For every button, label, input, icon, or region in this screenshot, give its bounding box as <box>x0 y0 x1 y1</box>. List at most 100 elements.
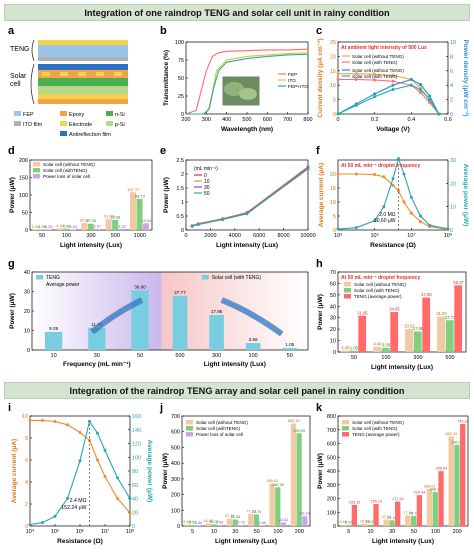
y-tick-label: 0 <box>25 524 28 530</box>
data-point <box>116 497 119 500</box>
chart-d-bars: Light intensity (Lux) Power (μW) 0 50 100 150… <box>9 158 153 249</box>
y-axis-label: Power (μW) <box>317 453 324 489</box>
bar-value-label: 9.49 <box>339 520 346 524</box>
chart-c-jv: Voltage (V) Current density (μA cm⁻²) Powe… <box>317 38 469 133</box>
data-point <box>78 459 82 463</box>
bar-value-label: 3.56 <box>249 337 258 342</box>
data-point <box>66 423 69 427</box>
legend-label: Solar cell (without TENG) <box>196 420 248 425</box>
bar-value-label: 47.65 <box>421 292 432 297</box>
x-tick-label: 10⁹ <box>444 232 452 239</box>
x-tick-label: 100 <box>273 529 282 535</box>
plot-frame <box>181 415 311 527</box>
x-tick-label: 10⁵ <box>370 232 378 239</box>
trend-arrow-down <box>220 297 284 337</box>
bar-value-label: 269.01 <box>266 479 278 483</box>
y-tick-label: 0 <box>333 350 336 356</box>
legend-swatch <box>36 275 43 280</box>
bar <box>88 327 106 350</box>
chart-i-resistance: Resistance (Ω) Average current (μA) Averag… <box>11 414 153 545</box>
x-tick-label: 200 <box>295 529 304 535</box>
legend-label: Solar cell (with TENG) <box>354 288 400 293</box>
y-tick-label: 6 <box>25 458 28 464</box>
bar <box>373 346 382 352</box>
y-axis-label: Power (μW) <box>9 293 16 329</box>
bar <box>302 516 308 526</box>
data-point <box>419 82 422 86</box>
y-tick-label: 1.5 <box>176 186 184 192</box>
series-line <box>337 84 440 115</box>
x-tick-label: 4000 <box>229 233 241 239</box>
legend-swatch <box>342 420 349 425</box>
data-point <box>196 222 200 226</box>
legend-swatch <box>344 282 351 287</box>
annotation: 152.24 μW <box>61 505 86 511</box>
y-tick-label: 0 <box>181 228 184 234</box>
x-tick-label: 700 <box>283 117 292 123</box>
y-tick-label: 140 <box>132 428 141 434</box>
y-tick-label: 2 <box>450 98 453 104</box>
y-tick-label: 50 <box>22 211 28 217</box>
series-line <box>338 78 440 115</box>
y-tick-label: 0 <box>450 228 453 234</box>
solar-brace <box>30 63 35 105</box>
legend-label: TENG (average power) <box>354 294 402 299</box>
series-line <box>191 167 309 227</box>
x-tick-label: 100 <box>381 355 390 361</box>
bar <box>87 223 94 230</box>
bar <box>81 222 88 230</box>
x-axis-label: Resistance (Ω) <box>370 242 416 249</box>
bar <box>63 228 70 230</box>
y-tick-label: 0 <box>181 112 184 118</box>
legend-swatch <box>33 162 40 167</box>
y-tick-label: 50 <box>178 76 184 82</box>
bar <box>290 423 297 526</box>
x-tick-label: 300 <box>413 355 422 361</box>
legend-swatch <box>33 174 40 179</box>
x-tick-label: 50 <box>39 233 45 239</box>
grid-electrode <box>114 72 122 76</box>
x-axis-label: Frequency (mL min⁻¹) <box>63 361 131 368</box>
teng-ito <box>38 57 128 61</box>
y-tick-label: 500 <box>327 455 336 461</box>
y-tick-label: 10 <box>330 83 336 89</box>
data-point <box>41 418 44 422</box>
y-tick-label: 160 <box>132 414 141 420</box>
y-tick-label: 2.5 <box>176 158 184 164</box>
x-axis-label: Voltage (V) <box>376 126 409 133</box>
bar-value-label: 2.67 <box>94 224 103 229</box>
x-tick-label: 500 <box>111 233 120 239</box>
x-tick-label: 200 <box>453 529 462 535</box>
y-tick-label: 60 <box>330 281 336 287</box>
bar-value-label: 652.19 <box>446 432 458 436</box>
data-point <box>373 92 377 96</box>
bar <box>238 525 244 526</box>
y-tick-label: 40 <box>24 270 30 276</box>
bar-value-label: 27.77 <box>445 315 456 320</box>
bar-value-label: 1.05 <box>350 345 359 350</box>
data-point <box>103 475 107 478</box>
legend-label: Electrode <box>69 122 92 128</box>
grid-electrode <box>42 72 50 76</box>
panel-label-h: h <box>316 258 323 270</box>
chart-b-transmittance: Wavelength (nm) Transmittance (%) 0 25 50 75 1… <box>163 40 313 133</box>
data-point <box>88 419 91 423</box>
y-tick-label: 0 <box>333 524 336 530</box>
data-point <box>354 172 358 176</box>
legend-label: n-Si <box>115 112 125 118</box>
teng-fep <box>38 45 128 57</box>
bar-value-label: 1.05 <box>38 224 47 229</box>
x-tick-label: 600 <box>263 117 272 123</box>
legend-label: Epoxy <box>69 112 85 118</box>
bar-value-label: 4.46 <box>259 521 266 525</box>
x-tick-label: 0.2 <box>371 117 379 123</box>
bar <box>389 520 395 526</box>
data-point <box>419 90 422 94</box>
x-axis-label: Light intensity (Lux) <box>216 242 278 249</box>
y-tick-label: 10 <box>450 40 456 46</box>
y-tick-label: 0 <box>25 228 28 234</box>
bar <box>44 331 63 350</box>
bar-value-label: 58.37 <box>453 280 464 285</box>
bar-value-label: 3.94 <box>195 521 202 525</box>
legend-title: (mL min⁻¹) <box>194 166 218 172</box>
